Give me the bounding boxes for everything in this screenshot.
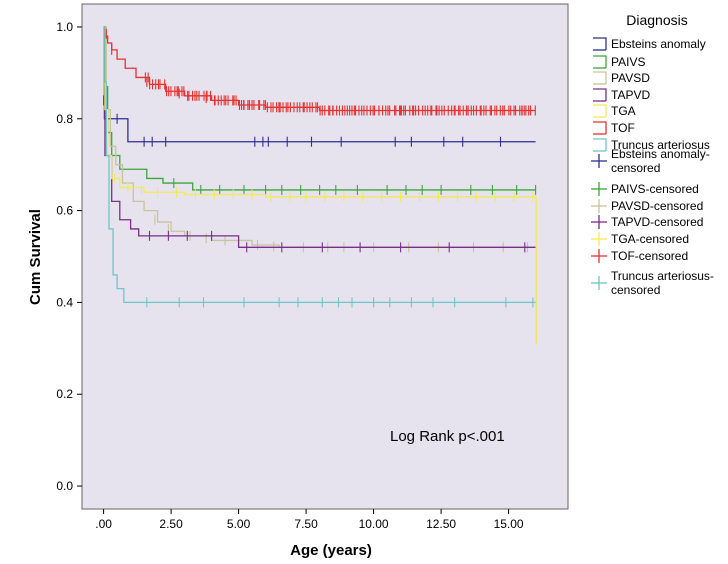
legend-swatch [593, 104, 607, 117]
y-tick-label: 0.0 [56, 479, 73, 493]
x-tick-label: 15.00 [494, 517, 524, 531]
x-axis-title: Age (years) [290, 542, 372, 559]
legend-item-paivs-censored: PAIVS-censored [591, 182, 699, 196]
legend-label: Ebsteins anomaly [611, 37, 706, 51]
legend-label: TOF [611, 121, 635, 135]
legend-item-tga-censored: TGA-censored [591, 232, 689, 246]
legend-items: Ebsteins anomaly PAIVS PAVSD TAPVD TGA TOF Tru… [591, 37, 714, 297]
legend-item-tapvd: TAPVD [593, 88, 650, 102]
legend-item-paivs: PAIVS [593, 55, 645, 69]
y-tick-label: 0.8 [56, 112, 73, 126]
y-tick-label: 1.0 [56, 20, 73, 34]
legend-item-tof-censored: TOF-censored [591, 249, 688, 263]
legend-item-ebsteins-anomaly: Ebsteins anomaly [593, 37, 706, 51]
legend-item-tof: TOF [593, 121, 635, 135]
legend-item-truncus-arteriosus: Truncus arteriosus [593, 138, 710, 152]
x-tick-label: 10.00 [359, 517, 389, 531]
plot-background [81, 3, 569, 510]
x-tick-label: 5.00 [227, 517, 251, 531]
legend-label: TGA-censored [611, 232, 689, 246]
y-tick-label: 0.4 [56, 295, 73, 309]
legend-item-tga: TGA [593, 104, 636, 118]
legend-label: PAIVS-censored [611, 182, 699, 196]
legend-swatch [593, 88, 607, 101]
y-axis-title: Cum Survival [27, 209, 44, 305]
legend-item-ebsteins-anomaly-censored: Ebsteins anomaly-censored [591, 147, 710, 175]
y-axis: 0.0 0.2 0.4 0.6 0.8 1.0 [56, 20, 82, 493]
annotation-log-rank: Log Rank p<.001 [390, 428, 505, 445]
legend-title: Diagnosis [626, 12, 687, 28]
x-tick-label: 2.50 [159, 517, 183, 531]
legend-item-pavsd: PAVSD [593, 71, 650, 85]
series-line-pavsd [103, 26, 537, 344]
legend-item-pavsd-censored: PAVSD-censored [591, 199, 703, 213]
legend: Diagnosis Ebsteins anomaly PAIVS PAVSD TAPV… [591, 12, 714, 297]
y-tick-label: 0.2 [56, 387, 73, 401]
legend-item-tapvd-censored: TAPVD-censored [591, 215, 703, 229]
legend-label: TGA [611, 104, 636, 118]
legend-label: TOF-censored [611, 249, 688, 263]
x-tick-label: 7.50 [294, 517, 318, 531]
legend-label: TAPVD [611, 88, 650, 102]
legend-swatch [593, 55, 607, 68]
legend-label: Ebsteins anomaly-censored [611, 147, 710, 175]
legend-label: PAVSD [611, 71, 650, 85]
legend-label: PAVSD-censored [611, 199, 703, 213]
legend-swatch [593, 71, 607, 84]
x-tick-label: .00 [95, 517, 112, 531]
x-tick-label: 12.50 [426, 517, 456, 531]
y-tick-label: 0.6 [56, 204, 73, 218]
series-tof [103, 26, 536, 116]
legend-label: Truncus arteriosus [611, 138, 710, 152]
series-tga [103, 26, 537, 344]
series-line-tga [103, 26, 537, 344]
x-axis: .00 2.50 5.00 7.50 10.00 12.50 15.00 [95, 509, 524, 531]
series-layer [103, 26, 537, 344]
series-truncus-arteriosus [103, 26, 536, 308]
legend-swatch [593, 121, 607, 134]
legend-label: TAPVD-censored [611, 215, 703, 229]
legend-label: PAIVS [611, 55, 645, 69]
series-line-truncus-arteriosus [103, 26, 536, 304]
legend-item-truncus-arteriosus-censored: Truncus arteriosus-censored [591, 269, 714, 297]
legend-swatch [593, 37, 607, 50]
legend-label: Truncus arteriosus-censored [611, 269, 714, 297]
legend-swatch [593, 138, 607, 151]
